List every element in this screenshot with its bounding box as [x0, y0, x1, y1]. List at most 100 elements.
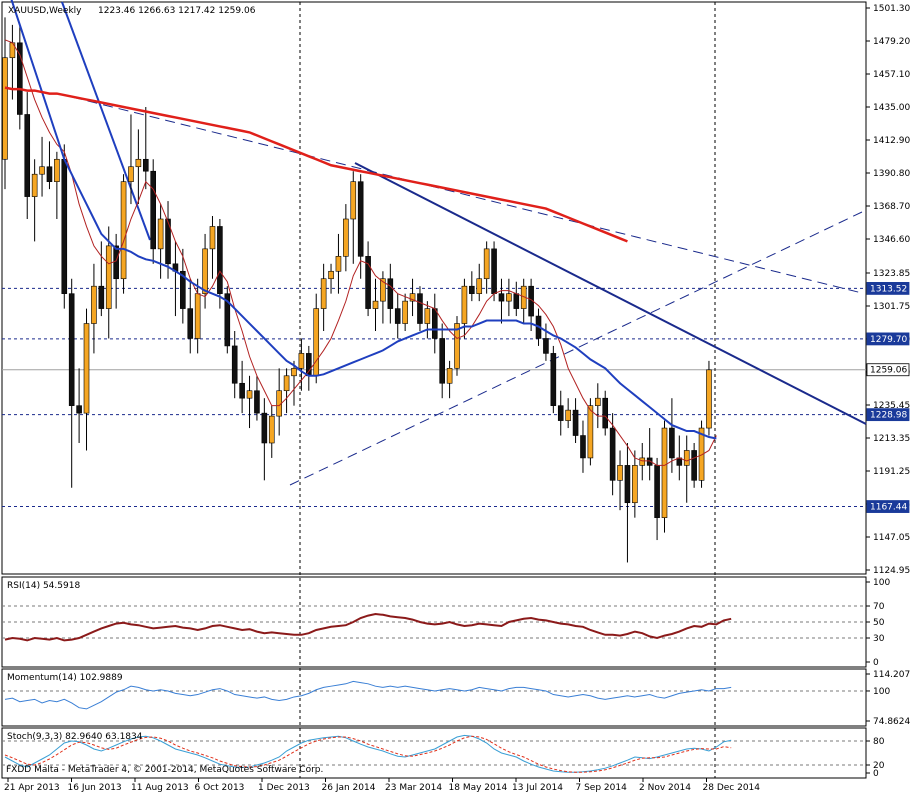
stochastic-pane[interactable]: 80 200 Stoch(9,3,3) 82.9640 63.1834: [1, 727, 885, 779]
candle: [424, 301, 431, 339]
price-tick-label: 1301.75: [873, 302, 910, 312]
candle-body-bull: [91, 285, 97, 324]
ohlc-readout: 1223.46 1266.63 1217.42 1259.06: [98, 6, 256, 16]
indicator-tick-label: 70: [873, 602, 885, 612]
candle: [291, 360, 297, 406]
candle-body-bull: [476, 278, 483, 294]
candle-body-bear: [498, 293, 505, 302]
indicator-tick-label: 100: [873, 687, 890, 697]
candle-body-bull: [639, 457, 646, 466]
indicator-tick-label: 30: [873, 634, 885, 644]
candle: [231, 330, 238, 399]
rsi-pane[interactable]: 100 70 50 30 0 RSI(14) 54.5918: [1, 576, 890, 668]
candle: [491, 241, 497, 302]
candle-body-bear: [624, 465, 631, 504]
candle-body-bear: [61, 158, 68, 294]
symbol-title: XAUUSD,Weekly: [8, 6, 82, 16]
candle: [46, 141, 53, 190]
candle: [217, 219, 223, 309]
candle-body-bear: [609, 427, 616, 481]
indicator-series-line: [4, 735, 732, 773]
candle-body-bull: [350, 181, 357, 220]
price-level-label: 1259.06: [870, 366, 907, 376]
moving-averages: [4, 0, 717, 466]
candle: [157, 204, 164, 279]
indicator-tick-label: 50: [873, 618, 885, 628]
candle-body-bear: [572, 409, 579, 436]
price-tick-label: 1368.70: [873, 202, 910, 212]
candle: [24, 92, 31, 220]
price-tick-label: 1390.80: [873, 169, 910, 179]
candle: [39, 136, 45, 197]
time-tick-label: 11 Aug 2013: [131, 783, 189, 793]
momentum-pane[interactable]: 114.207 100 74.8624 Momentum(14) 102.9889: [1, 668, 910, 727]
candle: [483, 241, 490, 294]
candle-body-bull: [617, 465, 623, 481]
candle-body-bull: [31, 173, 38, 197]
candle: [246, 375, 253, 429]
candle: [372, 278, 379, 331]
candle-body-bear: [98, 285, 105, 309]
candle-body-bull: [194, 293, 201, 339]
candle-body-bull: [128, 166, 134, 182]
candle-body-bear: [224, 293, 231, 347]
candle-body-bear: [365, 256, 371, 309]
indicator-tick-label: 74.8624: [873, 717, 910, 727]
candle: [343, 204, 349, 272]
candle: [572, 398, 579, 443]
candle-body-bull: [424, 308, 431, 324]
time-tick-label: 18 May 2014: [449, 783, 508, 793]
candle-body-bear: [387, 278, 394, 309]
candle-body-bear: [261, 412, 268, 444]
candle: [239, 360, 245, 414]
indicator-label: Stoch(9,3,3) 82.9640 63.1834: [7, 732, 143, 742]
candle-body-bull: [105, 245, 112, 309]
price-tick-label: 1346.60: [873, 235, 910, 245]
candle: [609, 413, 616, 496]
indicator-tick-label: 80: [873, 737, 885, 747]
candle: [120, 174, 127, 294]
candle-body-bull: [39, 166, 45, 175]
candle: [565, 398, 571, 429]
candle-body-bull: [328, 270, 334, 280]
candle: [209, 216, 216, 279]
indicator-series-line: [4, 612, 732, 642]
price-tick-label: 1457.10: [873, 70, 910, 80]
candle-body-bull: [268, 415, 275, 444]
trendline-steep-decline: [61, 1, 151, 241]
candle-body-bear: [217, 226, 223, 294]
price-level-label: 1279.70: [870, 335, 907, 345]
candle: [402, 293, 408, 331]
candle-body-bull: [209, 226, 216, 250]
candle-body-bull: [565, 409, 571, 421]
time-axis: 21 Apr 2013 16 Jun 2013 11 Aug 2013 6 Oct 2…: [4, 778, 760, 793]
candle: [350, 171, 357, 264]
candle-body-bear: [150, 170, 156, 250]
candle-body-bear: [231, 345, 238, 384]
candle: [683, 435, 690, 503]
price-pane[interactable]: 1501.30 1479.20 1457.10 1435.00 1412.90 1390.…: [1, 0, 910, 778]
candle: [91, 263, 97, 354]
candle: [380, 271, 386, 324]
candle-body-bear: [165, 218, 171, 265]
candle: [76, 368, 82, 443]
trendlines: [61, 1, 867, 486]
candle: [268, 405, 275, 458]
candle-body-bull: [683, 450, 690, 466]
candle-body-bear: [550, 353, 557, 406]
candle: [691, 442, 697, 488]
candle: [128, 114, 134, 205]
candle-body-bear: [180, 270, 186, 309]
candle-body-bear: [306, 353, 312, 377]
moving-average-mid: [10, 0, 717, 440]
time-tick-label: 6 Oct 2013: [195, 783, 245, 793]
candle: [2, 17, 8, 190]
indicator-pane-frame: [1, 727, 867, 779]
candle-body-bull: [402, 300, 408, 324]
price-level-label: 1313.52: [870, 284, 907, 294]
candle: [706, 360, 712, 436]
trendline-channel-top: [71, 96, 863, 294]
moving-average-slow: [4, 86, 628, 243]
candle: [476, 263, 483, 302]
